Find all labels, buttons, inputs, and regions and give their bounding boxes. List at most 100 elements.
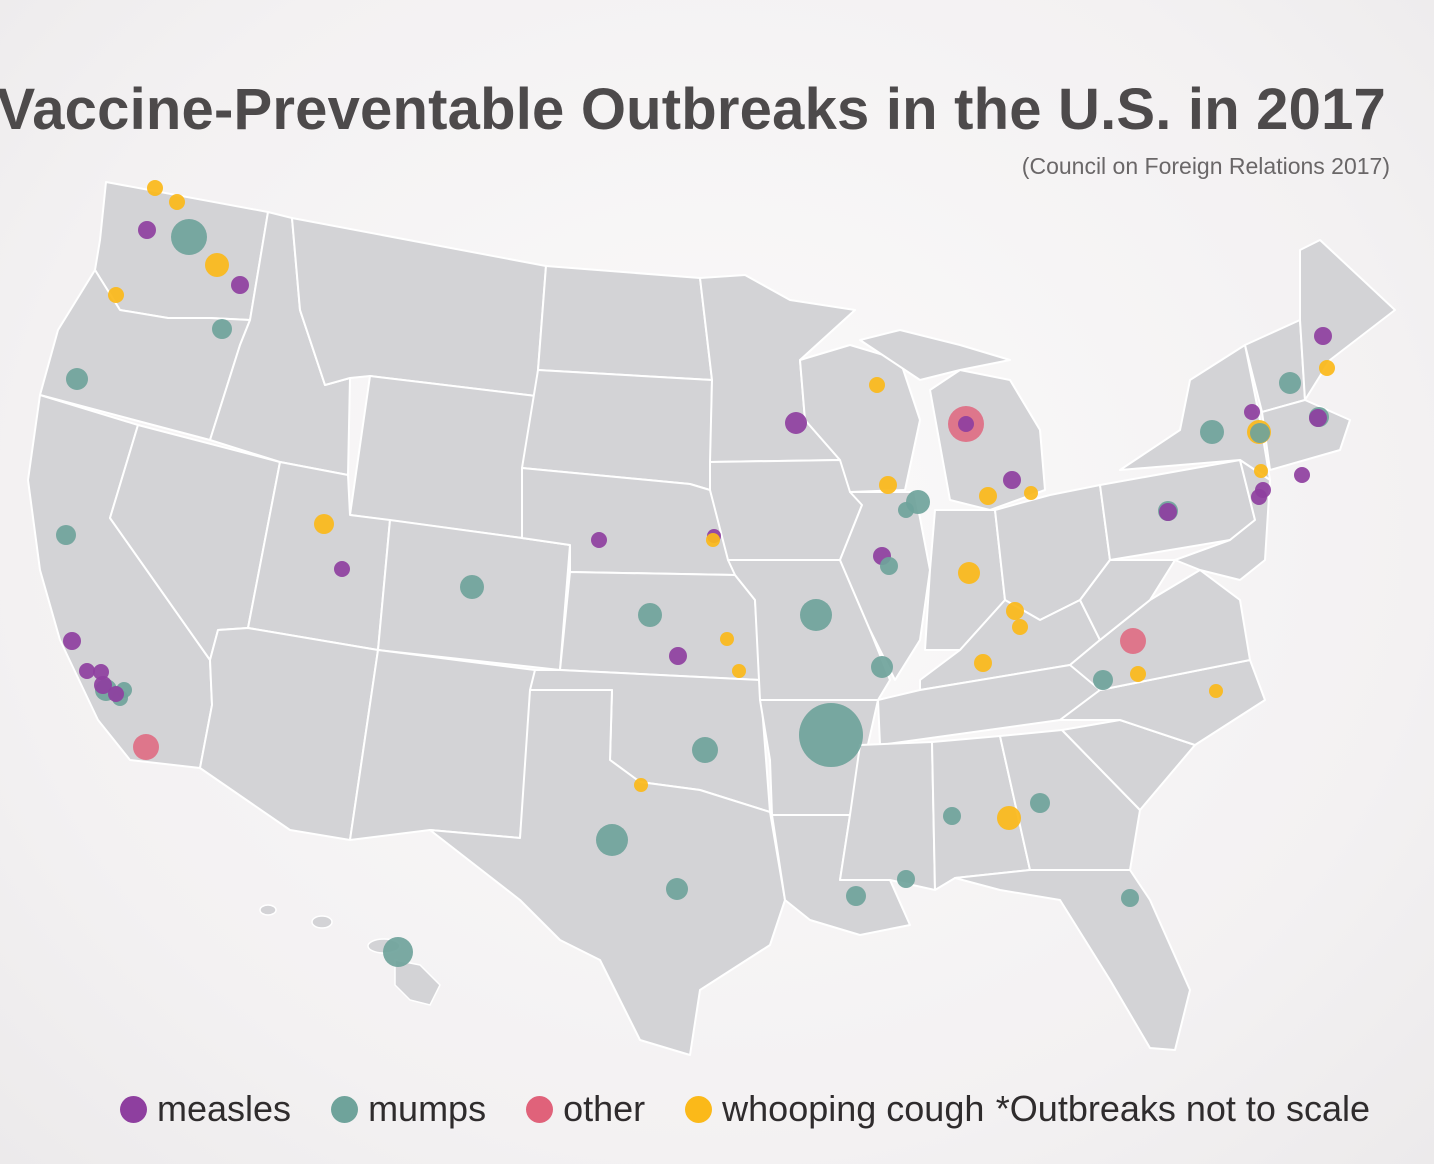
measles-outbreak-marker (1294, 467, 1310, 483)
state-iowa (709, 459, 863, 561)
state-florida (954, 869, 1191, 1051)
mumps-outbreak-marker (56, 525, 76, 545)
other-outbreak-marker (1120, 628, 1146, 654)
whooping-outbreak-marker (979, 487, 997, 505)
whooping-outbreak-marker (1024, 486, 1038, 500)
state-shapes (27, 181, 1396, 1056)
state-arizona (199, 627, 379, 841)
legend-item-other: other (526, 1088, 645, 1130)
hawaii-oahu (311, 915, 333, 929)
measles-outbreak-marker (1309, 409, 1327, 427)
whooping-outbreak-marker (997, 806, 1021, 830)
mumps-outbreak-marker (66, 368, 88, 390)
measles-outbreak-marker (591, 532, 607, 548)
whooping-outbreak-marker (879, 476, 897, 494)
legend-label-measles: measles (157, 1088, 292, 1129)
mumps-outbreak-marker (800, 599, 832, 631)
legend-swatch-other (526, 1095, 554, 1123)
state-north-dakota (537, 265, 713, 381)
whooping-outbreak-marker (1319, 360, 1335, 376)
scale-note: *Outbreaks not to scale (995, 1088, 1370, 1129)
measles-outbreak-marker (108, 686, 124, 702)
measles-outbreak-marker (1159, 503, 1177, 521)
state-new-jersey-de-md (1174, 459, 1271, 581)
legend-item-mumps: mumps (331, 1088, 486, 1130)
measles-outbreak-marker (79, 663, 95, 679)
legend-label-other: other (563, 1088, 646, 1129)
mumps-outbreak-marker (1200, 420, 1224, 444)
whooping-outbreak-marker (720, 632, 734, 646)
mumps-outbreak-marker (1250, 423, 1270, 443)
mumps-outbreak-marker (666, 878, 688, 900)
mumps-outbreak-marker (1030, 793, 1050, 813)
state-texas (429, 689, 786, 1056)
legend: measles mumps other whooping cough (120, 1088, 1024, 1130)
whooping-outbreak-marker (1006, 602, 1024, 620)
measles-outbreak-marker (1003, 471, 1021, 489)
measles-outbreak-marker (669, 647, 687, 665)
mumps-outbreak-marker (897, 870, 915, 888)
mumps-outbreak-marker (943, 807, 961, 825)
state-wyoming (349, 375, 537, 539)
measles-outbreak-marker (231, 276, 249, 294)
legend-label-whooping-cough: whooping cough (722, 1088, 985, 1129)
legend-swatch-measles (120, 1095, 147, 1123)
whooping-outbreak-marker (108, 287, 124, 303)
page-title: Vaccine-Preventable Outbreaks in the U.S… (0, 77, 1386, 142)
legend-item-measles: measles (120, 1088, 291, 1130)
whooping-outbreak-marker (974, 654, 992, 672)
measles-outbreak-marker (1251, 489, 1267, 505)
measles-outbreak-marker (138, 221, 156, 239)
measles-outbreak-marker (334, 561, 350, 577)
state-montana (291, 217, 547, 397)
mumps-outbreak-marker (460, 575, 484, 599)
whooping-outbreak-marker (958, 562, 980, 584)
mumps-outbreak-marker (906, 490, 930, 514)
hawaii-islands (259, 904, 441, 1006)
legend-item-whooping-cough: whooping cough (685, 1088, 984, 1130)
state-kansas (559, 571, 761, 681)
mumps-outbreak-marker (383, 937, 413, 967)
whooping-outbreak-marker (1130, 666, 1146, 682)
mumps-outbreak-marker (1093, 670, 1113, 690)
legend-swatch-whooping-cough (685, 1095, 713, 1123)
source-citation: (Council on Foreign Relations 2017) (1021, 153, 1390, 179)
state-new-mexico (349, 649, 536, 841)
mumps-outbreak-marker (638, 603, 662, 627)
mumps-outbreak-marker (596, 824, 628, 856)
state-maine (1299, 239, 1396, 401)
measles-outbreak-marker (958, 416, 974, 432)
whooping-outbreak-marker (706, 533, 720, 547)
legend-label-mumps: mumps (368, 1088, 487, 1129)
whooping-outbreak-marker (1209, 684, 1223, 698)
measles-outbreak-marker (1244, 404, 1260, 420)
whooping-outbreak-marker (314, 514, 334, 534)
measles-outbreak-marker (1314, 327, 1332, 345)
hawaii-kauai (259, 904, 277, 916)
mumps-outbreak-marker (212, 319, 232, 339)
measles-outbreak-marker (93, 664, 109, 680)
measles-outbreak-marker (785, 412, 807, 434)
mumps-outbreak-marker (1279, 372, 1301, 394)
whooping-outbreak-marker (1254, 464, 1268, 478)
whooping-outbreak-marker (732, 664, 746, 678)
mumps-outbreak-marker (880, 557, 898, 575)
measles-outbreak-marker (94, 676, 112, 694)
state-massachusetts-ri-ct (1261, 399, 1351, 471)
hawaii-big-island (394, 959, 441, 1006)
outbreak-markers (56, 180, 1335, 967)
state-michigan-up (859, 329, 1011, 381)
state-illinois (839, 491, 931, 681)
measles-outbreak-marker (63, 632, 81, 650)
whooping-outbreak-marker (1012, 619, 1028, 635)
mumps-outbreak-marker (171, 219, 207, 255)
other-outbreak-marker (133, 734, 159, 760)
whooping-outbreak-marker (869, 377, 885, 393)
state-georgia (999, 729, 1141, 871)
mumps-outbreak-marker (692, 737, 718, 763)
legend-swatch-mumps (331, 1095, 359, 1123)
whooping-outbreak-marker (634, 778, 648, 792)
whooping-outbreak-marker (205, 253, 229, 277)
whooping-outbreak-marker (169, 194, 185, 210)
